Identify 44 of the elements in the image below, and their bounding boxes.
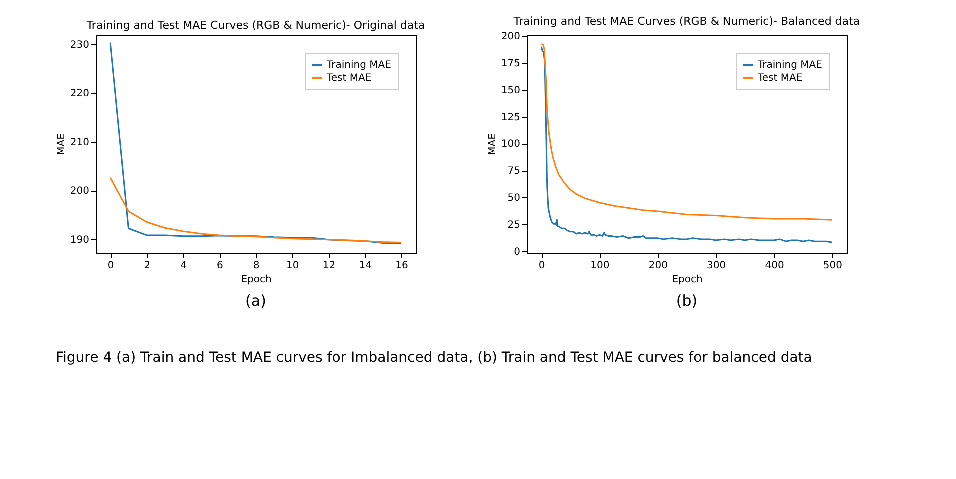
x-tick-label: 300 <box>707 260 726 272</box>
legend-label: Training MAE <box>757 60 822 71</box>
x-tick-label: 400 <box>765 260 784 272</box>
y-tick-label: 50 <box>508 192 520 204</box>
y-tick-label: 175 <box>501 58 520 70</box>
x-tick-label: 14 <box>359 260 372 272</box>
legend-label: Training MAE <box>326 60 392 71</box>
y-tick-label: 200 <box>70 186 90 198</box>
line-series <box>110 177 402 244</box>
y-tick-label: 150 <box>501 85 520 96</box>
x-tick-label: 10 <box>286 260 300 272</box>
legend-label: Test MAE <box>757 73 803 84</box>
y-tick-label: 125 <box>501 112 520 124</box>
y-tick-label: 75 <box>508 166 520 178</box>
y-tick-label: 210 <box>70 137 90 148</box>
y-tick-label: 100 <box>501 139 520 150</box>
y-tick-label: 25 <box>508 220 520 231</box>
x-tick-label: 12 <box>322 260 336 272</box>
x-tick-label: 8 <box>253 260 260 272</box>
y-tick-label: 220 <box>70 88 90 100</box>
y-tick-label: 0 <box>514 246 520 258</box>
caption: Figure 4 (a) Train and Test MAE curves for Imbalanced data, (b) Train and Test MAE curves for balanced data <box>56 350 812 366</box>
x-tick-label: 100 <box>590 260 610 272</box>
text: (b) <box>676 292 698 310</box>
y-tick-label: 190 <box>70 234 90 246</box>
chart-title: Training and Test MAE Curves (RGB & Numeric)- Original data <box>86 19 426 32</box>
y-axis-title: MAE <box>56 134 68 156</box>
chart-title: Training and Test MAE Curves (RGB & Numeric)- Balanced data <box>512 15 860 28</box>
x-tick-label: 200 <box>648 260 668 272</box>
x-tick-label: 0 <box>108 260 114 272</box>
line-series <box>110 42 402 244</box>
y-tick-label: 230 <box>70 40 90 51</box>
x-tick-label: 0 <box>538 260 546 272</box>
x-tick-label: 2 <box>144 260 151 272</box>
y-axis-title: MAE <box>487 134 498 156</box>
x-tick-label: 4 <box>180 260 187 272</box>
legend-label: Test MAE <box>326 73 372 84</box>
x-axis-title: Epoch <box>241 274 272 286</box>
x-tick-label: 6 <box>216 260 224 272</box>
x-tick-label: 16 <box>396 260 408 272</box>
x-axis-title: Epoch <box>672 274 703 286</box>
y-tick-label: 200 <box>501 32 520 43</box>
x-tick-label: 500 <box>823 260 842 272</box>
text: (a) <box>246 292 266 310</box>
